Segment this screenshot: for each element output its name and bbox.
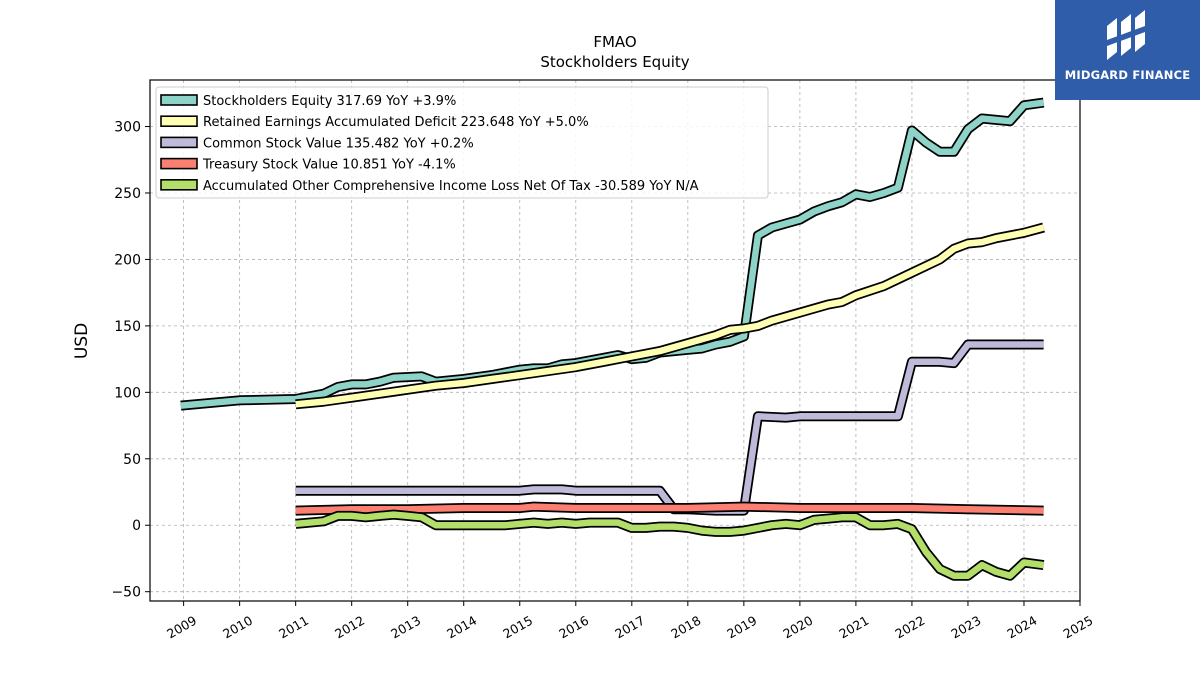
- x-tick-label: 2021: [836, 613, 871, 642]
- y-tick-label: 300: [114, 120, 141, 136]
- y-tick-label: 150: [114, 319, 141, 335]
- legend-label-3: Treasury Stock Value 10.851 YoY -4.1%: [202, 158, 456, 173]
- legend-label-0: Stockholders Equity 317.69 YoY +3.9%: [203, 94, 456, 109]
- legend-swatch-2: [160, 136, 198, 149]
- series-lines: [180, 97, 1045, 581]
- series-line-1: [295, 224, 1045, 408]
- x-tick-label: 2011: [276, 613, 311, 642]
- x-tick-label: 2020: [780, 613, 815, 642]
- legend-swatch-3: [160, 157, 198, 170]
- y-tick-label: 100: [114, 385, 141, 401]
- midgard-logo-icon: [1107, 10, 1145, 60]
- x-tick-label: 2013: [388, 613, 423, 642]
- y-tick-label: 200: [114, 252, 141, 268]
- chart-title: FMAO: [593, 33, 636, 51]
- y-tick-label: 50: [123, 452, 141, 468]
- x-ticks: 2009 2010 2011 2012 2013 2014 2015 2016 2017 2018…: [164, 601, 1096, 642]
- x-tick-label: 2010: [220, 613, 255, 642]
- legend-swatch-4: [160, 179, 198, 191]
- y-tick-label: −50: [111, 585, 141, 601]
- chart-subtitle: Stockholders Equity: [540, 53, 689, 71]
- legend-label-4: Accumulated Other Comprehensive Income L…: [203, 179, 699, 194]
- series-line-0: [180, 99, 1045, 409]
- legend: Stockholders Equity 317.69 YoY +3.9% Reta…: [155, 86, 769, 199]
- brand-logo: MIDGARD FINANCE: [1055, 0, 1200, 100]
- series-line-3: [295, 503, 1044, 514]
- legend-label-2: Common Stock Value 135.482 YoY +0.2%: [203, 136, 474, 151]
- legend-swatch-0: [160, 94, 198, 106]
- legend-box: [155, 86, 769, 199]
- x-tick-label: 2012: [332, 613, 367, 642]
- x-tick-label: 2016: [556, 613, 591, 642]
- x-tick-label: 2024: [1004, 613, 1039, 642]
- x-tick-label: 2017: [612, 613, 647, 642]
- y-tick-label: 250: [114, 186, 141, 202]
- y-axis-label: USD: [72, 323, 92, 359]
- y-tick-label: 0: [132, 518, 141, 534]
- brand-logo-text: MIDGARD FINANCE: [1064, 68, 1191, 82]
- x-tick-label: 2018: [668, 613, 703, 642]
- plot-frame: [149, 79, 1081, 602]
- x-tick-label: 2015: [500, 613, 535, 642]
- y-ticks: −50 0 50 100 150 200 250 300: [111, 120, 150, 601]
- x-tick-label: 2023: [948, 613, 983, 642]
- legend-swatch-1: [160, 115, 198, 127]
- x-tick-label: 2019: [724, 613, 759, 642]
- series-line-4: [295, 511, 1045, 579]
- x-tick-label: 2014: [444, 613, 479, 642]
- x-tick-label: 2025: [1060, 613, 1095, 642]
- x-tick-label: 2009: [164, 613, 199, 642]
- x-tick-label: 2022: [892, 613, 927, 642]
- legend-label-1: Retained Earnings Accumulated Deficit 22…: [203, 115, 589, 130]
